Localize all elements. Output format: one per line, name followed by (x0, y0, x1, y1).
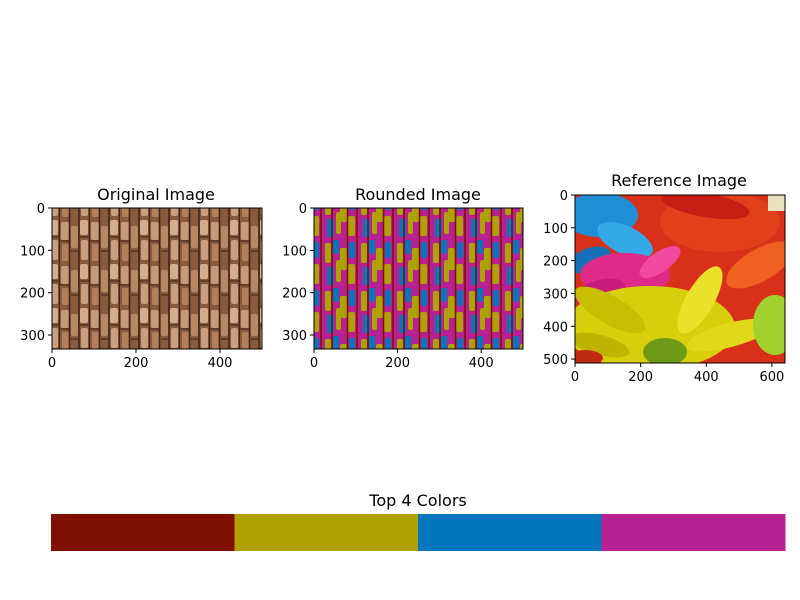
y-tick-label: 200 (20, 287, 45, 302)
y-tick-label: 100 (543, 222, 568, 237)
y-tick-label: 500 (543, 353, 568, 368)
panel-reference-image: Reference Image (543, 171, 800, 385)
y-ticks: 0 100 200 300 (20, 202, 52, 344)
x-tick-label: 400 (469, 356, 494, 371)
color-swatch (418, 514, 602, 551)
panel-original-image: Original Image 0 200 400 0 100 200 300 (20, 185, 262, 371)
x-ticks: 0 200 400 600 (571, 363, 784, 385)
y-tick-label: 0 (37, 202, 45, 217)
panel-title: Original Image (97, 185, 215, 204)
y-tick-label: 400 (543, 320, 568, 335)
y-tick-label: 0 (299, 202, 307, 217)
panel-title: Rounded Image (355, 185, 481, 204)
image-reference (562, 185, 800, 370)
y-tick-label: 100 (282, 244, 307, 259)
panel-title: Reference Image (611, 171, 747, 190)
color-swatches (51, 514, 786, 551)
x-ticks: 0 200 400 (310, 349, 494, 371)
y-tick-label: 200 (282, 287, 307, 302)
x-tick-label: 200 (628, 370, 653, 385)
colorbar-title: Top 4 Colors (368, 491, 466, 510)
top-colors-panel: Top 4 Colors (51, 491, 786, 551)
x-tick-label: 200 (385, 356, 410, 371)
y-tick-label: 200 (543, 255, 568, 270)
y-ticks: 0 100 200 300 (282, 202, 314, 344)
panel-rounded-image: Rounded Image 0 200 400 0 100 200 300 (282, 185, 523, 371)
x-ticks: 0 200 400 (48, 349, 233, 371)
x-tick-label: 0 (310, 356, 318, 371)
x-tick-label: 200 (124, 356, 149, 371)
y-tick-label: 300 (543, 287, 568, 302)
color-swatch (235, 514, 419, 551)
y-ticks: 0 100 200 300 400 500 (543, 189, 575, 368)
x-tick-label: 400 (208, 356, 233, 371)
image-rounded (314, 208, 523, 349)
x-tick-label: 0 (571, 370, 579, 385)
y-tick-label: 300 (20, 329, 45, 344)
y-tick-label: 100 (20, 244, 45, 259)
x-tick-label: 0 (48, 356, 56, 371)
x-tick-label: 400 (694, 370, 719, 385)
x-tick-label: 600 (759, 370, 784, 385)
image-original (52, 208, 262, 349)
color-swatch (602, 514, 786, 551)
y-tick-label: 0 (560, 189, 568, 204)
y-tick-label: 300 (282, 329, 307, 344)
color-swatch (51, 514, 235, 551)
